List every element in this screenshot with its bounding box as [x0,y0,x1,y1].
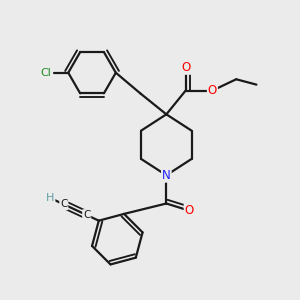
Text: Cl: Cl [40,68,51,78]
Text: O: O [184,204,194,217]
Text: C: C [60,199,68,209]
Text: O: O [181,61,190,74]
Text: H: H [46,193,55,203]
Text: O: O [208,84,217,97]
Text: C: C [83,210,90,220]
Text: N: N [162,169,171,182]
